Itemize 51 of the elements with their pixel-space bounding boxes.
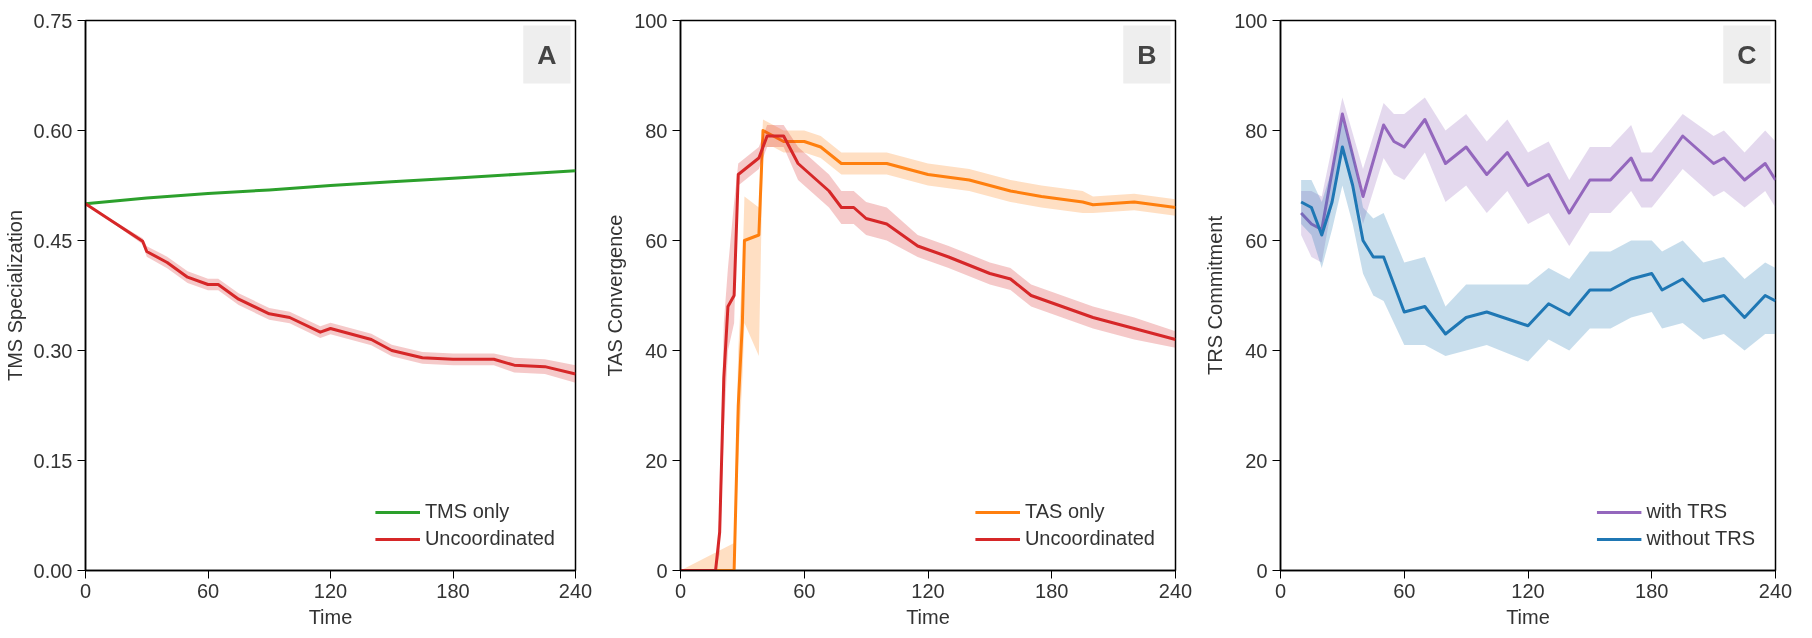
y-tick-label: 0.75 [33,9,73,32]
y-tick-label: 0 [1256,559,1268,582]
y-tick-label: 40 [1245,339,1268,362]
x-tick-label: 120 [911,579,945,602]
y-axis-title: TRS Commitment [1204,215,1227,375]
x-axis-title: Time [1506,605,1550,628]
legend-label: Uncoordinated [1024,527,1155,550]
legend-label: Uncoordinated [424,527,555,550]
x-tick-label: 60 [1393,579,1416,602]
legend-label: TAS only [1024,500,1105,523]
x-axis-title: Time [308,605,353,628]
legend-label: with TRS [1646,500,1728,523]
x-tick-label: 240 [1758,579,1793,602]
line-series [1299,112,1776,231]
y-tick-label: 20 [1245,449,1268,472]
y-tick-label: 0.45 [33,229,73,252]
x-tick-label: 180 [436,579,470,602]
y-axis-title: TMS Specialization [3,209,26,382]
x-tick-label: 120 [313,579,348,602]
y-tick-label: 0.00 [33,559,73,582]
y-tick-label: 0.15 [33,449,73,472]
y-tick-label: 0.60 [33,119,73,142]
legend-label: without TRS [1646,527,1755,550]
y-axis-title: TAS Convergence [604,214,627,377]
y-tick-label: 100 [1234,9,1268,32]
annotation: C [1737,39,1757,70]
y-tick-label: 60 [1245,229,1268,252]
y-tick-label: 40 [645,339,668,362]
x-axis-title: Time [906,605,950,628]
x-tick-label: 180 [1035,579,1069,602]
y-tick-label: 80 [645,119,668,142]
line-series [85,169,576,206]
legend-label: TMS only [424,500,510,523]
x-tick-label: 0 [674,579,687,602]
annotation: A [537,39,557,70]
x-tick-label: 0 [1274,579,1287,602]
y-tick-label: 0 [656,559,668,582]
x-tick-label: 180 [1635,579,1669,602]
y-tick-label: 80 [1245,119,1268,142]
x-tick-label: 0 [79,579,92,602]
y-tick-label: 100 [634,9,668,32]
line-series [1299,145,1776,336]
annotation: B [1137,39,1157,70]
y-tick-label: 0.30 [33,339,73,362]
x-tick-label: 240 [1158,579,1193,602]
x-tick-label: 60 [196,579,220,602]
y-tick-label: 60 [645,229,668,252]
x-tick-label: 120 [1511,579,1545,602]
x-tick-label: 60 [793,579,816,602]
y-tick-label: 20 [645,449,668,472]
x-tick-label: 240 [558,579,593,602]
